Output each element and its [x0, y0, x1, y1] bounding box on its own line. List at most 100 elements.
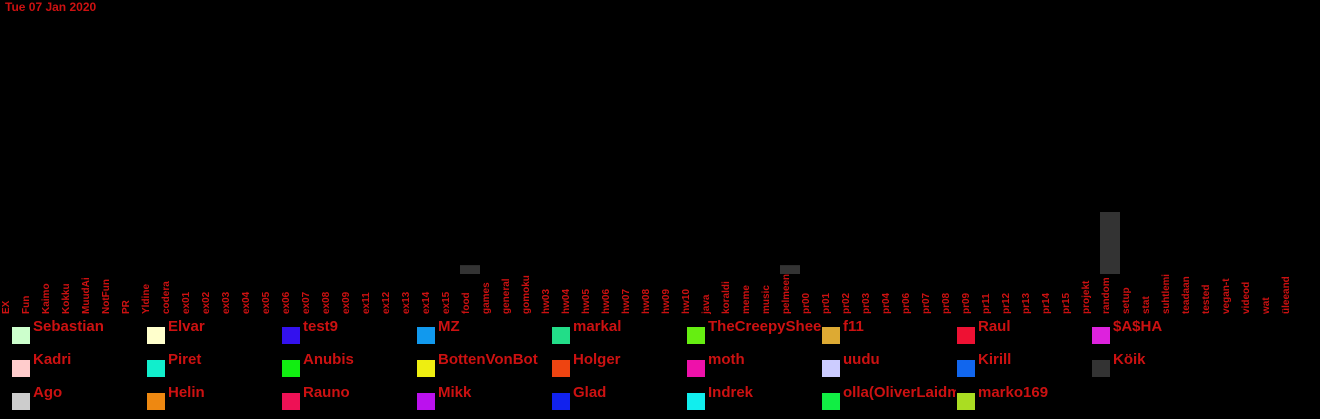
category-label: ex06	[281, 291, 292, 314]
legend-swatch	[552, 360, 570, 377]
category-label: EX	[1, 300, 12, 314]
legend-swatch	[147, 327, 165, 344]
legend-swatch	[12, 360, 30, 377]
bar-food	[460, 265, 480, 274]
category-label: pr13	[1021, 292, 1032, 314]
legend-item: Kadri	[12, 351, 146, 377]
category-label: pr12	[1001, 292, 1012, 314]
legend-item: TheCreepySheep	[687, 318, 821, 344]
category-label: pr06	[901, 292, 912, 314]
legend-swatch	[417, 393, 435, 410]
category-label: teadaan	[1181, 276, 1192, 314]
category-label: ex01	[181, 291, 192, 314]
category-label: stat	[1141, 296, 1152, 314]
legend-label: Kirill	[978, 351, 1012, 368]
legend-swatch	[147, 360, 165, 377]
category-label: food	[461, 292, 472, 314]
legend-label: test9	[303, 318, 339, 335]
category-label: gomoku	[521, 275, 532, 314]
category-label: games	[481, 282, 492, 314]
category-label: hw03	[541, 289, 552, 314]
category-label: wat	[1261, 297, 1272, 315]
category-label: ex02	[201, 291, 212, 314]
category-label: pr09	[961, 292, 972, 314]
category-label: pr03	[861, 292, 872, 314]
category-label: Yldine	[141, 284, 152, 314]
legend-item: moth	[687, 351, 821, 377]
legend-label: TheCreepySheep	[708, 318, 821, 335]
category-label: hw05	[581, 289, 592, 314]
legend-label: Köik	[1113, 351, 1146, 368]
legend-item: Holger	[552, 351, 686, 377]
legend-item: marko169	[957, 384, 1091, 410]
legend-swatch	[552, 327, 570, 344]
legend-swatch	[957, 360, 975, 377]
legend-swatch	[12, 393, 30, 410]
legend-label: Helin	[168, 384, 205, 401]
bar-random	[1100, 212, 1120, 274]
legend-item: Mikk	[417, 384, 551, 410]
legend-swatch	[957, 327, 975, 344]
category-label: random	[1101, 277, 1112, 314]
category-label: ex13	[401, 291, 412, 314]
category-label: pr04	[881, 292, 892, 314]
legend-swatch	[687, 327, 705, 344]
category-label: ex04	[241, 291, 252, 314]
legend-item: Piret	[147, 351, 281, 377]
legend-swatch	[552, 393, 570, 410]
legend-swatch	[822, 393, 840, 410]
legend-swatch	[822, 360, 840, 377]
legend-label: Rauno	[303, 384, 350, 401]
category-label: pr11	[981, 293, 992, 314]
bar-pelmeen	[780, 265, 800, 274]
category-label: ex05	[261, 291, 272, 314]
legend-item: Sebastian	[12, 318, 146, 344]
legend-label: Indrek	[708, 384, 754, 401]
legend-swatch	[822, 327, 840, 344]
legend-label: $A$HA	[1113, 318, 1163, 335]
legend-label: moth	[708, 351, 745, 368]
legend-item: Glad	[552, 384, 686, 410]
category-label: pr14	[1041, 292, 1052, 314]
legend-item: f11	[822, 318, 956, 344]
legend-swatch	[957, 393, 975, 410]
legend-label: uudu	[843, 351, 880, 368]
category-label: codera	[161, 281, 172, 314]
legend-swatch	[417, 360, 435, 377]
category-label: videod	[1241, 282, 1252, 314]
legend-item: test9	[282, 318, 416, 344]
legend-item: uudu	[822, 351, 956, 377]
category-label: hw08	[641, 289, 652, 314]
category-label: hw09	[661, 289, 672, 314]
legend-label: MZ	[438, 318, 460, 335]
category-label: tested	[1201, 285, 1212, 314]
category-label: Fun	[21, 296, 32, 314]
category-label: projekt	[1081, 280, 1092, 314]
legend-swatch	[147, 393, 165, 410]
legend-label: Ago	[33, 384, 63, 401]
category-label: Kaimo	[41, 283, 52, 314]
legend-label: Mikk	[438, 384, 472, 401]
bar-chart: EX Fun Kaimo Kokku MuudAi NotFun PR Yldine coder…	[1, 212, 1292, 315]
category-label: hw07	[621, 289, 632, 314]
legend-label: Sebastian	[33, 318, 104, 335]
category-label: pr15	[1061, 292, 1072, 314]
legend-label: Elvar	[168, 318, 205, 335]
chart-title: Tue 07 Jan 2020	[5, 0, 97, 14]
category-label: music	[761, 285, 772, 314]
legend-swatch	[282, 327, 300, 344]
legend-swatch	[282, 360, 300, 377]
legend-label: Anubis	[303, 351, 354, 368]
legend-label: marko169	[978, 384, 1049, 401]
category-label: pr00	[801, 292, 812, 314]
legend-item: Rauno	[282, 384, 416, 410]
legend-swatch	[1092, 327, 1110, 344]
legend-item: Köik	[1092, 351, 1226, 377]
legend-item: Anubis	[282, 351, 416, 377]
category-label: suhtlemi	[1161, 274, 1172, 314]
category-label: ex14	[421, 291, 432, 314]
category-label: pelmeen	[781, 274, 792, 314]
category-label: meme	[741, 285, 752, 314]
legend-label: Kadri	[33, 351, 72, 368]
legend-item: Elvar	[147, 318, 281, 344]
